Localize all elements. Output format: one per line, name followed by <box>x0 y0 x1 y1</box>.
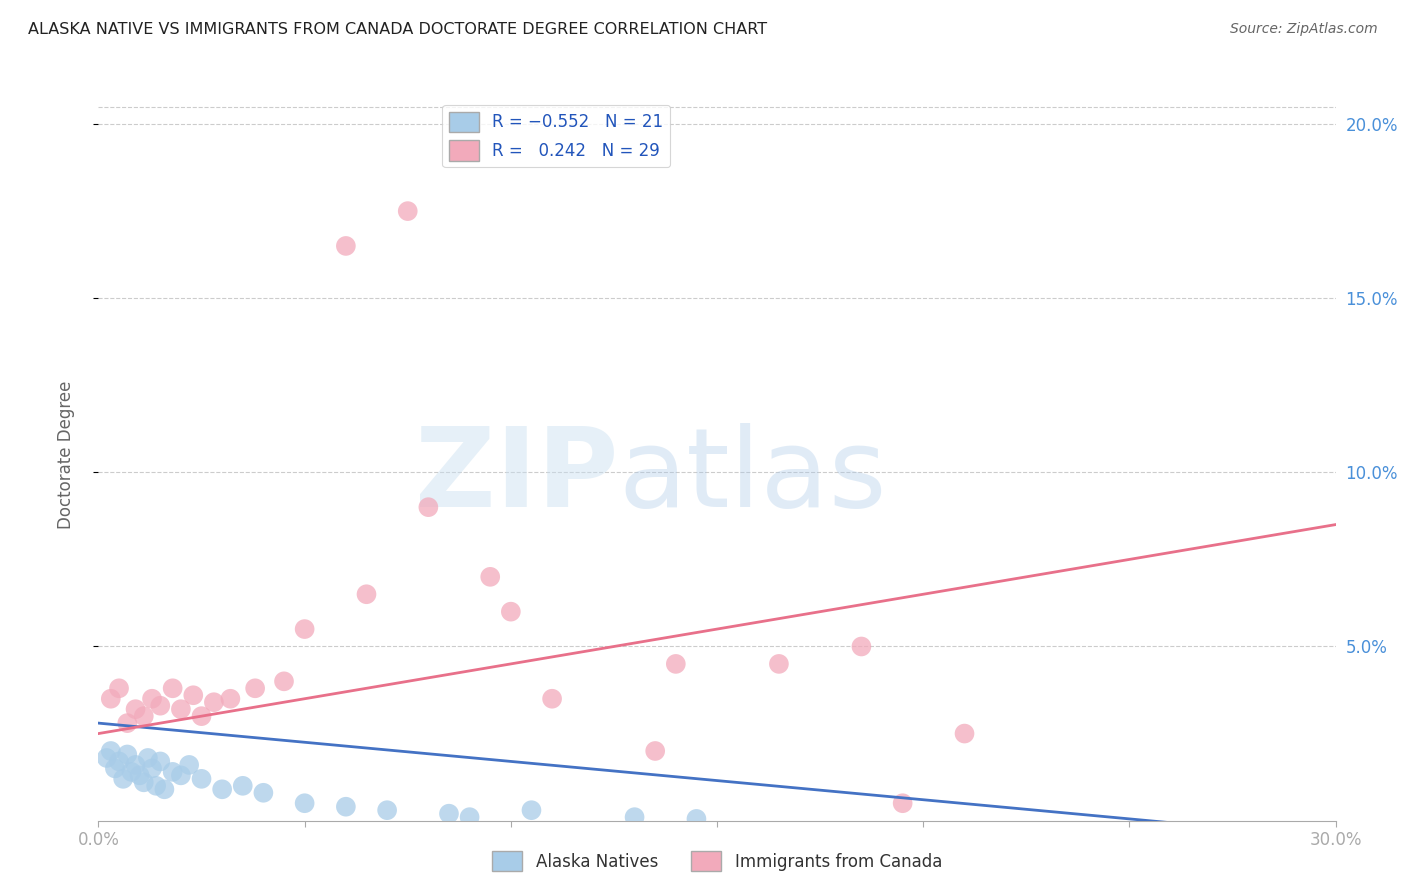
Point <box>141 691 163 706</box>
Point <box>273 674 295 689</box>
Point <box>149 698 172 713</box>
Point <box>162 681 184 696</box>
Point <box>768 657 790 671</box>
Point <box>112 772 135 786</box>
Point <box>851 640 873 654</box>
Point <box>108 755 131 769</box>
Point <box>190 709 212 723</box>
Legend: Alaska Natives, Immigrants from Canada: Alaska Natives, Immigrants from Canada <box>485 845 949 878</box>
Point <box>104 761 127 775</box>
Point <box>120 764 142 779</box>
Point <box>953 726 976 740</box>
Point <box>396 204 419 219</box>
Point <box>335 239 357 253</box>
Point <box>520 803 543 817</box>
Point <box>117 716 139 731</box>
Point <box>181 688 204 702</box>
Point <box>499 605 522 619</box>
Point <box>136 751 159 765</box>
Point <box>458 810 481 824</box>
Point <box>685 812 707 826</box>
Point <box>141 761 163 775</box>
Point <box>202 695 225 709</box>
Point <box>190 772 212 786</box>
Point <box>232 779 254 793</box>
Point <box>211 782 233 797</box>
Point <box>479 570 502 584</box>
Y-axis label: Doctorate Degree: Doctorate Degree <box>56 381 75 529</box>
Point <box>294 796 316 810</box>
Point <box>252 786 274 800</box>
Point <box>179 758 201 772</box>
Point <box>100 691 122 706</box>
Point <box>108 681 131 696</box>
Point <box>243 681 266 696</box>
Point <box>132 775 155 789</box>
Point <box>162 764 184 779</box>
Point <box>100 744 122 758</box>
Point <box>356 587 378 601</box>
Point <box>96 751 118 765</box>
Point <box>149 755 172 769</box>
Text: Source: ZipAtlas.com: Source: ZipAtlas.com <box>1230 22 1378 37</box>
Text: ZIP: ZIP <box>415 424 619 531</box>
Point <box>644 744 666 758</box>
Point <box>124 758 146 772</box>
Point <box>132 709 155 723</box>
Point <box>375 803 398 817</box>
Point <box>170 702 193 716</box>
Point <box>891 796 914 810</box>
Point <box>541 691 564 706</box>
Point <box>145 779 167 793</box>
Point <box>623 810 645 824</box>
Point <box>219 691 242 706</box>
Text: ALASKA NATIVE VS IMMIGRANTS FROM CANADA DOCTORATE DEGREE CORRELATION CHART: ALASKA NATIVE VS IMMIGRANTS FROM CANADA … <box>28 22 768 37</box>
Point <box>124 702 146 716</box>
Point <box>153 782 176 797</box>
Point <box>128 768 150 782</box>
Point <box>665 657 688 671</box>
Point <box>170 768 193 782</box>
Text: atlas: atlas <box>619 424 887 531</box>
Point <box>117 747 139 762</box>
Point <box>294 622 316 636</box>
Point <box>437 806 460 821</box>
Point <box>335 799 357 814</box>
Point <box>418 500 440 515</box>
